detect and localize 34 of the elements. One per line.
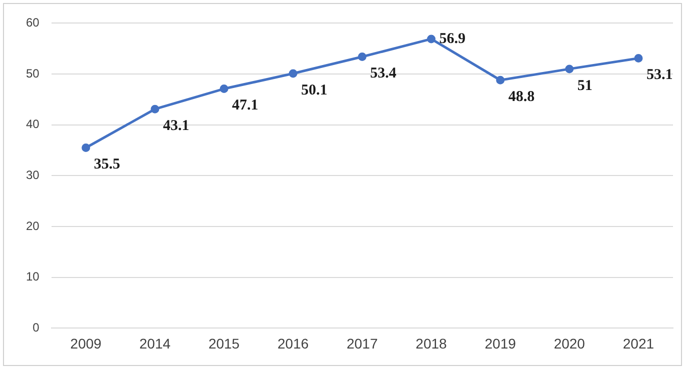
y-tick-label: 30	[26, 168, 40, 182]
x-tick-label: 2015	[208, 335, 240, 352]
y-tick-label: 60	[26, 16, 40, 30]
x-tick-label: 2014	[139, 335, 171, 352]
y-tick-label: 10	[26, 270, 40, 284]
data-label: 56.9	[439, 30, 466, 47]
point	[634, 54, 643, 63]
x-tick-label: 2016	[278, 335, 309, 352]
data-label: 53.4	[370, 66, 397, 82]
point	[358, 52, 366, 61]
point	[288, 69, 298, 78]
data-label: 48.8	[508, 89, 535, 106]
point	[220, 84, 228, 94]
y-tick-label: 40	[26, 117, 40, 132]
point	[565, 64, 574, 74]
data-label: 51	[577, 78, 592, 94]
x-tick-label: 2021	[622, 335, 654, 352]
x-tick-label: 2009	[70, 335, 102, 352]
data-label: 47.1	[232, 98, 258, 114]
point	[496, 76, 505, 84]
y-tick-label: 20	[26, 218, 40, 233]
y-tick-label: 0	[32, 320, 40, 335]
x-tick-label: 2018	[416, 335, 448, 352]
data-label: 53.1	[646, 67, 673, 84]
data-label: 35.5	[94, 156, 120, 173]
data-label: 43.1	[162, 118, 190, 134]
point	[426, 34, 436, 44]
point	[150, 104, 160, 114]
x-tick-label: 2017	[346, 335, 378, 352]
y-tick-label: 50	[26, 66, 40, 80]
x-tick-label: 2019	[484, 335, 516, 352]
point	[82, 143, 90, 152]
data-label: 50.1	[301, 82, 328, 98]
x-tick-label: 2020	[554, 335, 586, 352]
